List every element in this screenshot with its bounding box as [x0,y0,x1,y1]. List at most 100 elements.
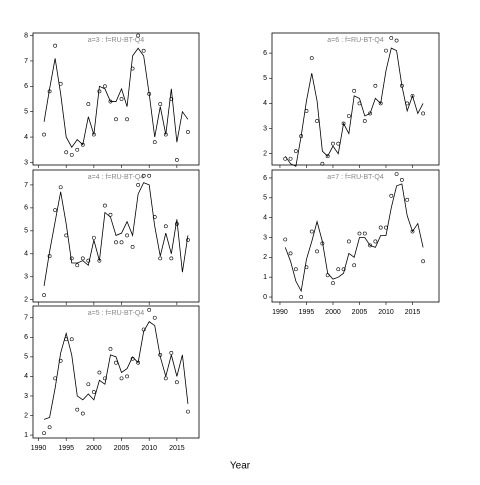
data-point [320,241,325,246]
data-point [341,121,346,126]
series-line [43,321,189,420]
data-point [80,411,85,416]
y-tick-label: 4 [263,100,267,107]
panel-frame [32,169,200,303]
series-line [284,47,424,167]
y-tick-label: 6 [24,205,28,212]
y-tick-label: 5 [24,228,28,235]
panel-frame [271,169,440,303]
data-point [125,374,129,379]
x-axis-label: Year [230,461,251,472]
y-tick-label: 3 [24,274,28,281]
data-point [346,114,351,118]
data-point [158,102,163,106]
data-point [288,156,293,161]
y-tick-label: 2 [263,151,267,158]
data-point [130,245,135,249]
y-tick-label: 3 [24,393,28,400]
series-line [43,182,189,286]
x-tick-label: 2015 [405,309,421,316]
data-point [53,43,58,48]
data-point [362,231,367,236]
y-tick-label: 6 [263,175,267,182]
y-tick-label: 3 [263,125,267,132]
data-point [103,203,107,208]
data-point [320,161,325,166]
data-point [108,347,113,351]
data-point [394,172,399,176]
data-point [389,193,394,198]
data-point [152,215,157,219]
data-point [186,130,190,134]
panel-frame [32,305,200,439]
data-point [325,273,330,278]
y-tick-label: 4 [24,373,28,380]
data-point [136,183,141,187]
data-point [141,327,146,332]
data-point [399,83,404,88]
panel-title: a=6 : f=RU-BT-Q4 [327,37,384,44]
y-tick-label: 7 [24,315,28,322]
data-point [357,231,362,236]
x-tick-label: 2000 [325,309,341,316]
data-point [141,173,146,178]
data-point [368,111,372,116]
data-point [304,109,309,113]
data-point [119,97,124,101]
y-tick-label: 5 [263,75,267,82]
series-line [43,47,189,148]
data-point [389,36,394,40]
data-point [91,132,96,137]
data-point [119,376,124,381]
data-point [309,56,314,61]
data-point [288,251,293,256]
data-point [299,134,304,138]
y-tick-label: 7 [24,58,28,65]
data-point [58,185,63,190]
panel-title: a=3 : f=RU-BT-Q4 [88,37,145,44]
data-point [299,295,304,299]
data-point [368,243,372,248]
data-point [346,239,351,244]
y-tick-label: 2 [24,412,28,419]
data-point [293,267,298,272]
x-tick-label: 1990 [31,445,47,452]
data-point [47,89,52,94]
panel-frame [32,32,200,166]
data-point [352,88,357,93]
data-point [174,380,179,385]
data-point [130,66,135,71]
data-point [309,229,314,234]
data-point [304,265,309,270]
data-point [336,267,341,272]
data-point [97,370,102,375]
y-tick-label: 6 [24,83,28,90]
y-tick-label: 1 [263,274,267,281]
data-point [293,149,298,154]
data-point [186,238,190,242]
data-point [69,256,74,261]
data-point [47,254,52,258]
data-point [69,337,74,342]
data-point [352,263,357,268]
data-point [325,154,330,159]
y-tick-label: 5 [24,354,28,361]
data-point [147,308,152,312]
data-point [163,132,168,137]
data-point [163,224,168,229]
y-tick-label: 7 [24,182,28,189]
data-point [331,281,335,286]
data-point [103,84,107,89]
data-point [58,81,63,86]
data-point [64,337,69,342]
y-tick-label: 3 [24,159,28,166]
panel-title: a=5 : f=RU-BT-Q4 [88,310,145,317]
data-point [75,407,80,412]
data-point [53,376,58,381]
data-point [152,140,157,145]
data-point [174,222,179,226]
data-point [141,48,146,53]
y-tick-label: 5 [263,195,267,202]
y-tick-label: 4 [24,134,28,141]
